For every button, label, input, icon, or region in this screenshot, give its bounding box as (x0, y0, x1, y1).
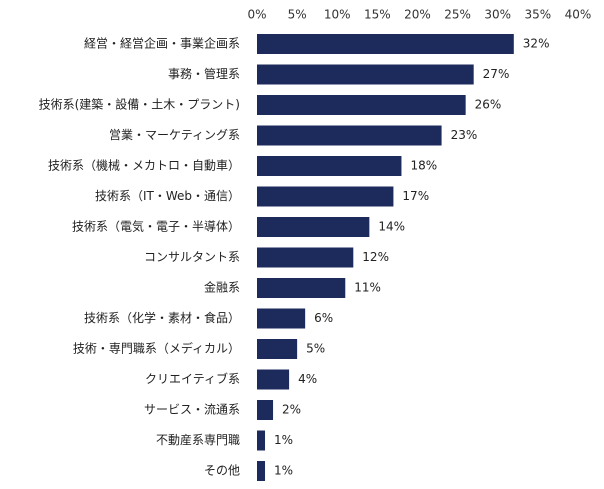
bar (257, 278, 346, 298)
category-label: 営業・マーケティング系 (109, 128, 240, 142)
x-tick-label: 5% (288, 8, 307, 22)
category-label: 技術系（電気・電子・半導体） (72, 219, 240, 234)
x-tick-label: 15% (364, 8, 391, 22)
value-label: 12% (362, 250, 389, 264)
value-label: 11% (354, 281, 381, 295)
value-label: 1% (274, 433, 293, 447)
bar (257, 461, 266, 481)
bar (257, 64, 474, 85)
value-label: 14% (378, 220, 405, 234)
category-label: クリエイティブ系 (145, 371, 240, 386)
x-tick-label: 0% (247, 8, 266, 22)
x-tick-label: 10% (324, 8, 351, 22)
value-label: 5% (306, 342, 325, 356)
bar (257, 247, 354, 268)
value-label: 6% (314, 311, 333, 325)
bar (257, 400, 274, 420)
x-tick-label: 30% (484, 8, 511, 22)
category-label: 事務・管理系 (168, 66, 240, 81)
bar (257, 217, 370, 237)
category-label: サービス・流通系 (144, 403, 240, 417)
category-label: 技術系（化学・素材・食品） (84, 310, 240, 325)
value-label: 26% (475, 98, 502, 112)
bar (257, 34, 514, 54)
category-label: 技術系(建築・設備・土木・プラント) (39, 97, 240, 112)
category-label: 技術・専門職系（メディカル） (73, 341, 240, 356)
x-axis-ticks: 0% 5% 10% 15% 20% 25% 30% 35% 40% (247, 8, 591, 22)
bar (257, 430, 266, 451)
x-tick-label: 25% (444, 8, 471, 22)
x-tick-label: 40% (565, 8, 592, 22)
bar (257, 369, 290, 390)
x-tick-label: 35% (525, 8, 552, 22)
bar (257, 308, 306, 329)
value-label: 17% (402, 189, 429, 203)
value-label: 23% (451, 128, 478, 142)
value-label: 32% (523, 37, 550, 51)
value-label: 2% (282, 403, 301, 417)
value-label: 4% (298, 372, 317, 386)
value-label: 27% (483, 67, 510, 81)
category-label: 技術系（機械・メカトロ・自動車） (48, 158, 240, 173)
category-label: 不動産系専門職 (156, 432, 240, 447)
bar (257, 186, 394, 207)
category-label: コンサルタント系 (144, 250, 240, 264)
bar (257, 156, 402, 176)
category-label: 金融系 (204, 280, 240, 295)
category-label: 経営・経営企画・事業企画系 (84, 36, 240, 51)
value-labels: 32% 27% 26% 23% 18% 17% 14% 12% 11% 6% 5% 4% 2% 1% 1% (274, 37, 549, 478)
bar (257, 95, 466, 115)
bars (257, 34, 514, 481)
category-label: その他 (204, 464, 240, 478)
bar (257, 125, 442, 146)
category-label: 技術系（IT・Web・通信） (95, 189, 240, 203)
value-label: 1% (274, 464, 293, 478)
bar (257, 339, 298, 359)
value-label: 18% (410, 159, 437, 173)
x-tick-label: 20% (404, 8, 431, 22)
